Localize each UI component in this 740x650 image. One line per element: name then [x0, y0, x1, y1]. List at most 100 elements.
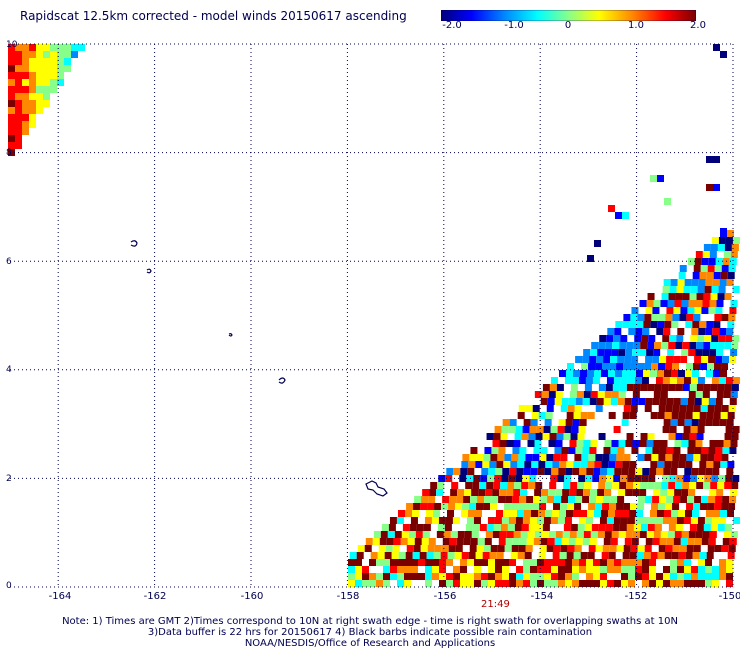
wind-cell — [22, 86, 29, 93]
wind-cell — [678, 461, 686, 468]
wind-cell — [724, 384, 732, 391]
wind-cell — [696, 482, 704, 489]
wind-cell — [540, 538, 548, 545]
wind-cell — [677, 566, 684, 573]
wind-cell — [522, 426, 530, 433]
wind-cell — [589, 538, 597, 545]
wind-cell — [43, 100, 50, 107]
wind-cell — [443, 531, 451, 538]
wind-cell — [519, 538, 527, 545]
wind-cell — [642, 573, 649, 580]
wind-cell — [439, 580, 446, 587]
wind-cell — [388, 524, 396, 531]
wind-cell — [660, 489, 668, 496]
wind-cell — [506, 440, 514, 447]
wind-cell — [682, 293, 690, 300]
wind-cell — [453, 580, 460, 587]
wind-cell — [685, 552, 693, 559]
wind-cell — [675, 482, 683, 489]
wind-cell — [665, 314, 673, 321]
wind-cell — [626, 384, 634, 391]
wind-cell — [595, 405, 603, 412]
wind-cell — [731, 433, 739, 440]
wind-cell — [656, 328, 664, 335]
colorbar-label-min: -2.0 — [442, 20, 462, 31]
wind-cell — [707, 545, 715, 552]
wind-cell — [591, 342, 599, 349]
wind-cell — [446, 559, 453, 566]
wind-cell — [57, 51, 64, 58]
wind-cell — [43, 79, 50, 86]
wind-cell — [383, 573, 390, 580]
wind-cell — [730, 440, 738, 447]
wind-cell — [36, 58, 43, 65]
wind-cell — [572, 468, 580, 475]
wind-cell — [646, 349, 654, 356]
wind-cell — [57, 65, 64, 72]
wind-cell — [555, 391, 563, 398]
wind-cell — [362, 566, 369, 573]
wind-cell — [492, 440, 500, 447]
wind-cell — [636, 552, 644, 559]
wind-cell — [510, 510, 517, 517]
wind-cell — [652, 356, 660, 363]
wind-cell — [64, 51, 71, 58]
wind-cell — [513, 440, 521, 447]
wind-cell — [726, 279, 734, 286]
wind-cell — [498, 447, 506, 454]
wind-cell — [690, 475, 698, 482]
wind-cell — [569, 391, 577, 398]
wind-cell — [610, 356, 618, 363]
wind-cell — [594, 510, 601, 517]
colorbar-label-neg1: -1.0 — [504, 20, 524, 31]
wind-cell — [404, 559, 411, 566]
wind-cell — [640, 342, 648, 349]
wind-cell — [504, 503, 512, 510]
wind-cell — [495, 573, 502, 580]
wind-cell — [532, 454, 540, 461]
wind-cell — [460, 559, 467, 566]
wind-cell — [436, 489, 444, 496]
wind-cell — [475, 461, 483, 468]
wind-cell — [564, 426, 572, 433]
wind-cell — [540, 398, 548, 405]
wind-cell — [524, 510, 531, 517]
wind-cell — [518, 545, 526, 552]
wind-cell — [717, 384, 725, 391]
wind-cell — [609, 454, 617, 461]
x-tick-label: -158 — [336, 591, 360, 602]
wind-cell — [488, 468, 496, 475]
wind-cell — [653, 440, 661, 447]
wind-cell — [516, 573, 523, 580]
wind-cell — [64, 44, 71, 51]
wind-cell — [728, 265, 736, 272]
wind-cell — [576, 489, 584, 496]
wind-cell — [369, 559, 376, 566]
wind-cell — [727, 412, 735, 419]
wind-cell — [518, 454, 526, 461]
wind-cell — [687, 496, 695, 503]
wind-cell — [714, 503, 722, 510]
wind-cell — [602, 363, 610, 370]
wind-cell — [730, 531, 738, 538]
wind-cell — [414, 496, 422, 503]
wind-cell — [725, 237, 733, 244]
wind-cell — [523, 566, 530, 573]
wind-cell — [732, 517, 740, 524]
wind-cell — [684, 573, 691, 580]
wind-cell — [724, 244, 732, 251]
wind-cell — [705, 419, 713, 426]
wind-cell — [675, 524, 683, 531]
wind-cell — [481, 580, 488, 587]
wind-cell — [515, 517, 523, 524]
wind-cell — [587, 412, 595, 419]
wind-cell — [15, 93, 22, 100]
wind-cell — [545, 412, 553, 419]
wind-cell — [586, 566, 593, 573]
wind-cell — [470, 447, 478, 454]
wind-cell — [8, 65, 15, 72]
wind-cell — [490, 503, 498, 510]
wind-cell — [662, 286, 670, 293]
wind-cell — [657, 552, 665, 559]
wind-cell — [481, 559, 488, 566]
